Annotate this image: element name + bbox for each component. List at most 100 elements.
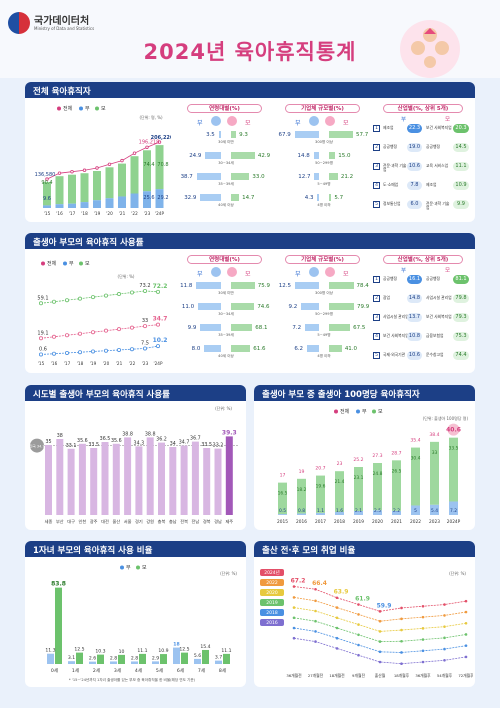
data-label: 2.1 — [355, 508, 362, 514]
data-label: 28.7 — [391, 450, 401, 456]
tick-label: '23 — [142, 361, 149, 366]
series-point — [443, 636, 446, 640]
bar-father — [294, 131, 319, 138]
series-point — [314, 599, 317, 603]
bar-mother — [43, 182, 51, 206]
bar-father — [316, 512, 325, 515]
tick-label: '22 — [131, 211, 138, 216]
legend-item: 모 — [101, 106, 106, 112]
series-point — [378, 640, 382, 643]
total-point — [145, 145, 149, 149]
series-point — [357, 633, 360, 637]
series-point — [104, 328, 109, 333]
series-point — [421, 638, 425, 641]
rank-badge: 1 — [373, 125, 380, 132]
group-label: 50~299명 — [315, 161, 333, 165]
series-point — [357, 613, 360, 616]
legend-marker — [356, 409, 360, 414]
bar — [203, 448, 211, 515]
data-label: 5.4 — [431, 508, 438, 514]
bar-mother — [335, 471, 344, 512]
data-label: 11.1 — [221, 648, 231, 654]
bar-mother — [55, 587, 62, 664]
legend-item: 모 — [142, 565, 147, 571]
bar-mother — [231, 282, 255, 289]
data-label: 72.2 — [153, 283, 168, 290]
data-label: 38.8 — [145, 431, 156, 437]
series-point — [378, 630, 382, 633]
rank-badge: 3 — [373, 163, 380, 170]
father-label: 부 — [197, 120, 203, 127]
group-label: 30세 미만 — [218, 140, 234, 144]
series-point — [51, 351, 56, 356]
series-point — [421, 660, 425, 664]
bar-father — [294, 282, 319, 289]
bar-father — [93, 200, 101, 208]
data-label: 40.6 — [446, 427, 461, 434]
mother-label: 모 — [343, 271, 349, 278]
tick-label: 18개월전 — [329, 673, 345, 678]
org-subtitle: Ministry of Data and Statistics — [34, 26, 95, 31]
tick-label: 대전 — [101, 518, 109, 525]
logo-icon — [8, 12, 30, 34]
series-point — [292, 636, 296, 640]
value-father: 10.6 — [407, 351, 422, 360]
tick-label: 6세 — [177, 667, 184, 674]
group-label: 30~34세 — [218, 161, 234, 165]
data-label: 61.9 — [355, 596, 370, 603]
bar-father — [373, 510, 382, 515]
series-point — [51, 334, 56, 339]
bar-mother — [392, 460, 401, 511]
bar-mother — [329, 303, 354, 310]
legend-item: 전체 — [63, 105, 73, 112]
industry-father: 광업 — [383, 295, 390, 300]
father-label: 부 — [401, 117, 407, 123]
tick-label: '20 — [106, 211, 113, 216]
series-point — [335, 606, 339, 609]
series-point — [117, 327, 122, 332]
bar-father — [314, 173, 319, 180]
data-label: 34.7 — [179, 440, 190, 446]
bar-mother — [97, 654, 104, 664]
rank-badge: 2 — [373, 144, 380, 151]
value-mother: 14.5 — [453, 143, 469, 152]
per-100-chart: 전체 부 모 (단위: 출생아 100명당 명) 17 16.5 0.5 2015 19 18.2… — [256, 403, 473, 528]
industry-breakdown: 산업별(%, 상위 5개) 부 모 1 공공행정 16.1 공공행정 81.1 2 광업 14.8 사… — [373, 255, 473, 369]
bar-mother — [231, 303, 255, 310]
bar-mother — [329, 131, 354, 138]
data-label: 20.7 — [315, 466, 325, 472]
data-label: 3.1 — [68, 655, 75, 661]
data-label: 33.2 — [213, 443, 224, 449]
series-point — [335, 626, 339, 630]
legend-marker — [41, 261, 45, 266]
value-mother: 9.3 — [239, 132, 248, 138]
series-point — [314, 609, 317, 613]
series-point — [292, 606, 296, 609]
legend-marker — [95, 106, 99, 111]
year-badge — [260, 579, 284, 586]
father-avatar-icon — [211, 267, 221, 277]
tick-label: 충남 — [169, 518, 177, 524]
series-point — [130, 325, 135, 330]
subsection-title: 기업체 규모별(%) — [285, 255, 360, 264]
data-label: 23 — [337, 461, 343, 467]
value-father: 16.1 — [407, 275, 422, 284]
tick-label: 0세 — [51, 667, 58, 674]
unit-label: (단위: %) — [220, 570, 237, 576]
total-point — [82, 168, 87, 172]
value-father: 9.2 — [288, 304, 298, 310]
series-point — [130, 347, 135, 352]
series-point — [464, 599, 468, 603]
data-label: 33.5 — [449, 446, 459, 452]
data-label: 33.1 — [66, 443, 77, 449]
bar-mother — [373, 463, 382, 511]
data-label: 25.2 — [353, 457, 363, 463]
average-badge — [30, 438, 44, 453]
value-father: 4.3 — [304, 195, 314, 201]
tick-label: 9개월전 — [352, 673, 365, 678]
industry-father: 도·소매업 — [383, 182, 399, 187]
value-father: 13.7 — [407, 313, 422, 322]
series-point — [314, 587, 317, 591]
tick-label: '17 — [69, 211, 76, 216]
series-point — [464, 644, 468, 647]
